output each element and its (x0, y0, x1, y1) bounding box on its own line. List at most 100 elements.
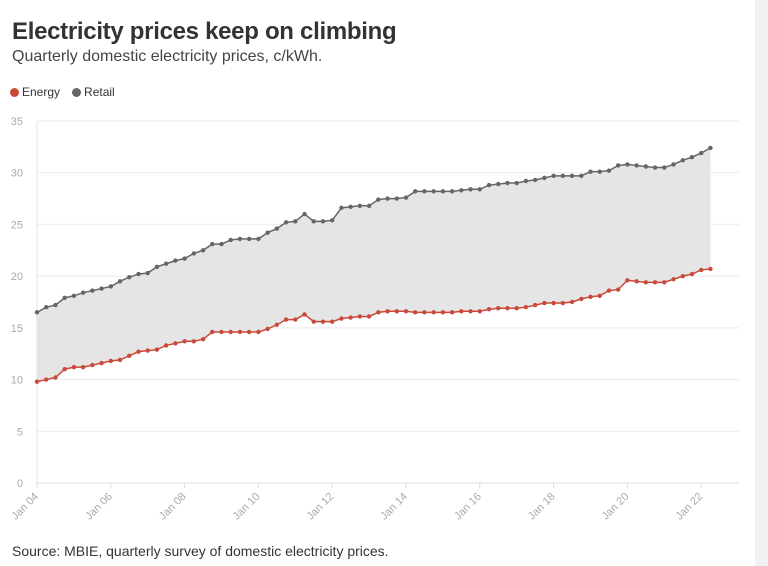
legend-item-energy[interactable]: Energy (10, 85, 60, 99)
data-point-retail (182, 256, 187, 261)
data-point-energy (80, 364, 86, 370)
data-point-retail (117, 279, 123, 284)
x-tick-label: Jan 22 (673, 491, 705, 523)
x-tick-label: Jan 16 (452, 491, 484, 523)
data-point-retail (283, 220, 289, 225)
data-point-retail (163, 261, 169, 266)
data-point-energy (422, 310, 427, 315)
data-point-retail (237, 236, 243, 242)
data-point-energy (357, 314, 363, 319)
data-point-retail (228, 237, 233, 243)
data-point-retail (431, 189, 436, 194)
data-point-energy (588, 294, 593, 300)
data-point-energy (634, 279, 639, 284)
data-point-retail (357, 203, 363, 209)
data-point-retail (339, 205, 344, 211)
chart-title: Electricity prices keep on climbing (12, 18, 397, 45)
data-point-retail (80, 290, 86, 295)
data-point-energy (348, 315, 353, 320)
x-tick-label: Jan 06 (83, 491, 115, 523)
data-point-energy (127, 353, 132, 358)
y-tick-label: 0 (17, 478, 23, 490)
data-point-retail (486, 182, 492, 188)
data-point-retail (449, 189, 455, 194)
data-point-energy (699, 267, 704, 273)
data-point-energy (477, 309, 482, 314)
data-point-energy (283, 317, 289, 322)
data-point-energy (459, 309, 464, 314)
data-point-retail (625, 162, 630, 167)
data-point-retail (440, 189, 446, 194)
data-point-energy (615, 287, 621, 292)
data-point-energy (431, 310, 436, 315)
data-point-retail (256, 236, 261, 242)
data-point-energy (182, 339, 187, 344)
x-tick-label: Jan 08 (157, 491, 189, 523)
data-point-retail (689, 155, 695, 160)
data-point-energy (606, 288, 612, 293)
data-point-retail (53, 302, 58, 308)
data-point-energy (145, 348, 150, 353)
side-panel (755, 0, 768, 566)
data-point-energy (274, 322, 280, 327)
data-point-retail (680, 158, 685, 163)
data-point-energy (200, 337, 206, 342)
data-point-energy (228, 329, 233, 335)
data-point-energy (385, 309, 390, 314)
data-point-energy (532, 302, 538, 308)
data-point-energy (468, 309, 473, 314)
data-point-energy (320, 319, 326, 324)
data-point-energy (579, 296, 584, 302)
data-point-retail (671, 162, 676, 167)
x-tick-label: Jan 18 (526, 491, 558, 523)
legend-item-retail[interactable]: Retail (72, 85, 115, 99)
data-point-energy (117, 357, 123, 363)
data-point-retail (708, 145, 713, 151)
data-point-retail (523, 178, 529, 184)
data-point-energy (71, 364, 77, 370)
data-point-energy (53, 375, 58, 380)
data-point-retail (385, 196, 390, 201)
data-point-energy (542, 300, 547, 306)
data-point-energy (560, 300, 566, 306)
data-point-retail (366, 203, 372, 209)
data-point-retail (403, 195, 409, 200)
data-point-energy (34, 379, 40, 384)
data-point-energy (219, 329, 224, 335)
data-point-retail (62, 295, 67, 301)
data-point-retail (394, 196, 399, 201)
data-point-retail (108, 284, 114, 289)
data-point-retail (320, 219, 326, 224)
data-point-retail (634, 163, 639, 168)
y-tick-label: 25 (11, 219, 23, 231)
chart-subtitle: Quarterly domestic electricity prices, c… (12, 48, 323, 65)
x-tick-label: Jan 04 (9, 491, 41, 523)
y-tick-label: 10 (11, 375, 23, 387)
data-point-energy (173, 341, 178, 346)
data-point-retail (154, 264, 160, 270)
data-point-retail (210, 241, 215, 247)
data-point-retail (265, 230, 270, 235)
legend: Energy Retail (10, 85, 115, 99)
y-tick-label: 20 (11, 271, 23, 283)
data-point-retail (588, 169, 593, 174)
data-point-energy (708, 266, 713, 272)
data-point-retail (505, 180, 510, 186)
data-point-retail (200, 248, 206, 253)
data-point-retail (191, 251, 197, 256)
data-point-retail (551, 173, 556, 179)
data-point-retail (44, 304, 49, 310)
data-point-retail (468, 187, 473, 192)
y-tick-label: 15 (11, 323, 23, 335)
x-tick-label: Jan 20 (600, 491, 632, 523)
data-point-retail (560, 173, 566, 179)
data-point-retail (127, 274, 132, 280)
data-point-energy (90, 362, 95, 368)
data-point-energy (689, 271, 695, 277)
data-point-retail (219, 241, 224, 247)
data-point-energy (486, 307, 492, 312)
source-note: Source: MBIE, quarterly survey of domest… (12, 543, 389, 559)
data-point-energy (376, 310, 381, 315)
data-point-retail (311, 219, 316, 224)
data-point-energy (339, 316, 344, 321)
